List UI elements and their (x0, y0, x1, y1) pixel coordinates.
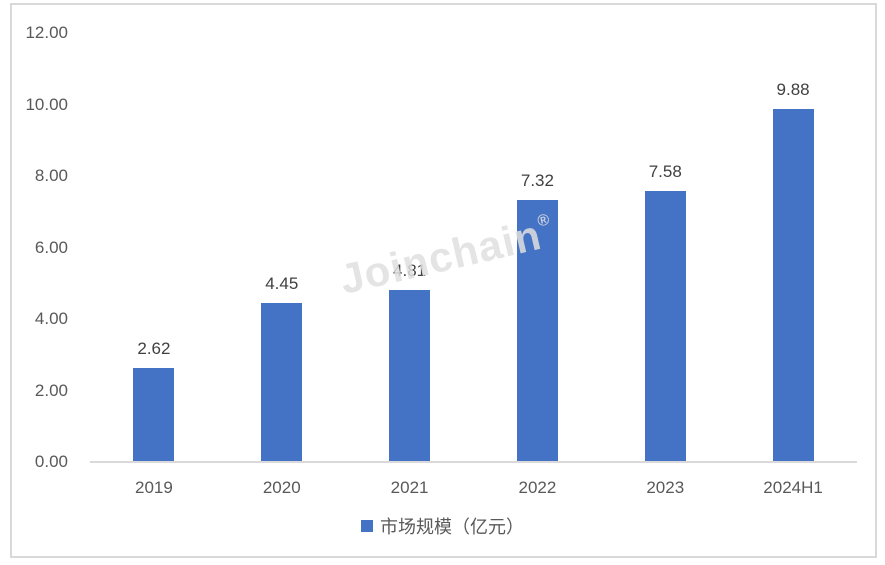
x-axis-category-label: 2019 (135, 478, 173, 497)
bar-value-label: 7.32 (520, 171, 554, 191)
x-axis-category-label: 2021 (390, 478, 429, 497)
bar-2021 (389, 290, 431, 462)
plot-area (90, 33, 857, 462)
y-axis-tick-label: 12.00 (25, 23, 68, 42)
legend-label: 市场规模（亿元） (380, 517, 524, 537)
bar-2024H1 (772, 108, 814, 462)
bar-2020 (261, 302, 303, 462)
bar-value-label: 4.45 (265, 273, 299, 293)
y-axis-tick-label: 6.00 (34, 237, 68, 257)
x-axis-category-label: 2023 (646, 478, 685, 497)
x-axis-category-label: 2024H1 (763, 478, 823, 497)
bar-value-label: 4.81 (393, 261, 427, 281)
y-axis-tick-label: 8.00 (34, 166, 68, 185)
legend-marker-icon (361, 520, 373, 532)
x-axis-category-label: 2022 (518, 478, 557, 497)
bar-2023 (644, 191, 686, 462)
y-axis-tick-label: 4.00 (34, 309, 68, 328)
y-axis-tick-label: 0.00 (34, 452, 68, 471)
chart-frame (10, 3, 877, 558)
y-axis-tick-label: 10.00 (25, 94, 68, 114)
x-axis-category-label: 2020 (262, 478, 301, 497)
y-axis-tick-label: 2.00 (34, 380, 68, 400)
legend: 市场规模（亿元） (0, 514, 885, 538)
bar-value-label: 2.62 (137, 339, 171, 359)
bar-value-label: 7.58 (648, 162, 682, 181)
bar-value-label: 9.88 (776, 79, 810, 99)
bar-2019 (133, 368, 175, 462)
bar-2022 (516, 200, 558, 462)
x-axis-line (90, 461, 857, 463)
